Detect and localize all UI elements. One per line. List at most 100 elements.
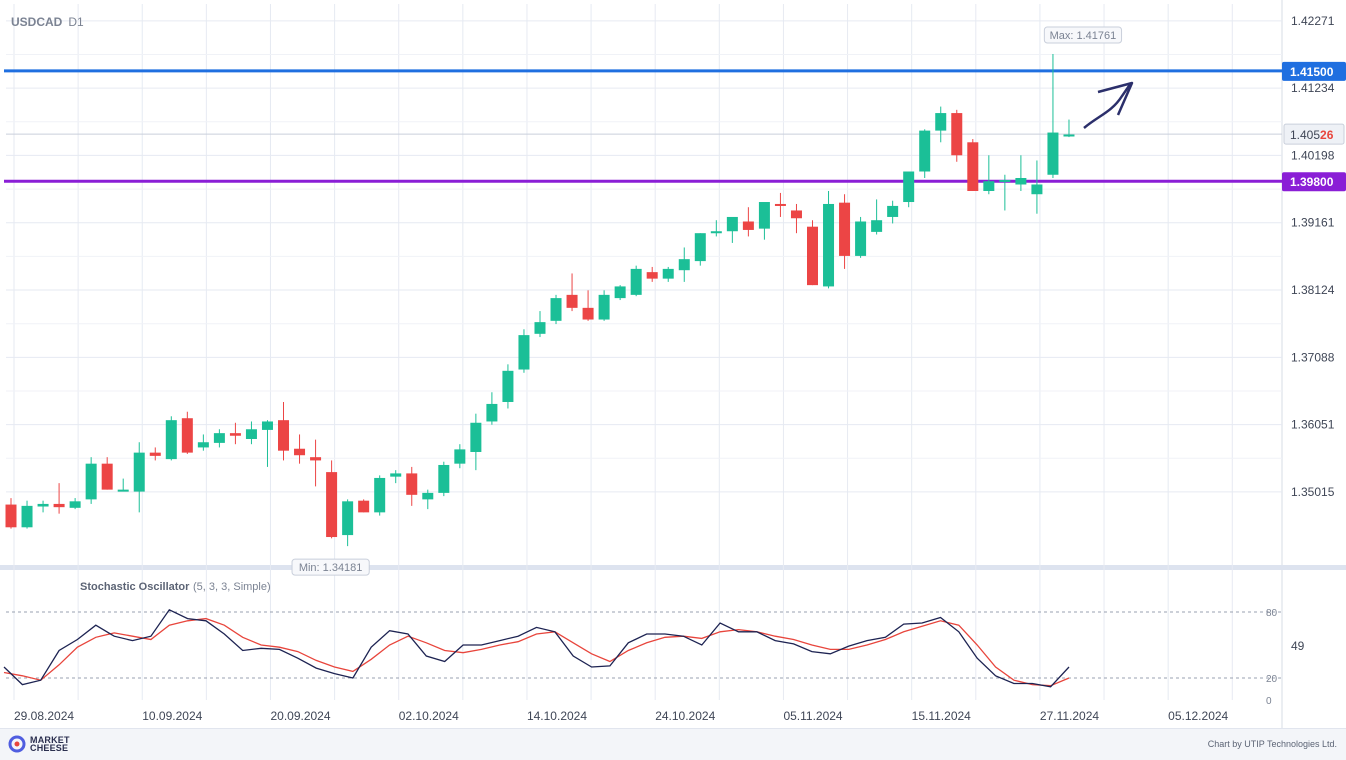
candle-body — [1031, 184, 1043, 195]
price-tick-label: 1.41234 — [1291, 81, 1335, 95]
candle-body — [149, 452, 161, 456]
stoch-tick-label: 49 — [1291, 639, 1305, 653]
candle-body — [742, 221, 754, 230]
candle-body — [374, 477, 386, 513]
candle-body — [774, 203, 786, 206]
symbol-name: USDCAD — [11, 15, 63, 29]
price-tick-label: 1.37088 — [1291, 350, 1335, 364]
candle-body — [245, 429, 257, 439]
stoch-params: (5, 3, 3, Simple) — [193, 581, 271, 593]
price-levels — [4, 69, 1282, 183]
symbol-label: USDCAD D1 — [11, 15, 84, 29]
candle-body — [614, 286, 626, 299]
candle-body — [694, 233, 706, 262]
candle-body — [1015, 177, 1027, 185]
candle-body — [1047, 132, 1059, 175]
candle-body — [5, 504, 17, 528]
candle-body — [790, 210, 802, 219]
candle-body — [133, 452, 145, 492]
candle-body — [807, 226, 818, 286]
candle-body — [678, 259, 690, 271]
stochastic-panel: Stochastic Oscillator (5, 3, 3, Simple) 80… — [3, 581, 1305, 707]
candle-body — [887, 205, 899, 217]
current-price-tag — [1283, 123, 1345, 145]
date-tick-label: 02.10.2024 — [399, 709, 459, 723]
level-tag-purple — [1282, 172, 1346, 192]
candle-body — [37, 503, 49, 507]
max-label-box — [1043, 26, 1123, 44]
candle-body — [85, 463, 97, 500]
level-tag-blue — [1282, 61, 1346, 81]
logo-icon — [8, 735, 26, 753]
candle-body — [406, 473, 418, 495]
stoch-tick-label: 0 — [1266, 696, 1272, 707]
candle-body — [919, 130, 931, 172]
trend-arrow-head — [1097, 81, 1134, 116]
candle-body — [726, 216, 738, 232]
candle-body — [871, 220, 883, 232]
brand-logo[interactable]: MARKET CHEESE — [8, 735, 70, 753]
price-tick-label: 1.35015 — [1291, 485, 1335, 499]
candle-body — [342, 501, 354, 536]
candle-body — [165, 420, 177, 460]
candle-body — [630, 268, 642, 295]
candle-body — [534, 322, 546, 334]
candlestick-series — [5, 53, 1075, 547]
candle-body — [967, 142, 979, 191]
min-label: Min: 1.34181 — [299, 562, 363, 574]
candle-body — [229, 433, 241, 436]
candle-body — [502, 370, 514, 402]
max-label: Max: 1.41761 — [1050, 30, 1117, 42]
date-tick-label: 05.12.2024 — [1168, 709, 1228, 723]
stoch-k-line — [3, 608, 1070, 688]
min-label-box — [291, 558, 370, 576]
current-price-label: 1.40526 — [1290, 128, 1334, 142]
level-tag-label: 1.39800 — [1290, 175, 1334, 189]
candle-body — [197, 442, 209, 448]
candle-body — [438, 464, 450, 493]
candle-body — [181, 418, 193, 453]
credit-text: Chart by UTIP Technologies Ltd. — [1207, 739, 1337, 749]
annotations: Max: 1.41761 Min: 1.34181 — [291, 26, 1134, 576]
candle-body — [422, 492, 434, 500]
logo-text: MARKET CHEESE — [30, 736, 70, 753]
logo-line-2: CHEESE — [30, 743, 69, 753]
candle-body — [326, 472, 338, 538]
candle-body — [21, 505, 33, 528]
candle-body — [839, 202, 851, 256]
candle-body — [662, 268, 674, 279]
date-tick-label: 15.11.2024 — [912, 709, 971, 723]
candle-body — [951, 113, 963, 156]
candle-body — [935, 113, 947, 131]
candle-body — [566, 294, 578, 308]
candle-body — [823, 203, 835, 287]
candle-body — [213, 433, 225, 443]
candle-body — [486, 403, 498, 422]
candle-body — [598, 294, 610, 320]
stoch-title: Stochastic Oscillator — [80, 581, 190, 593]
candle-body — [278, 420, 290, 451]
candle-body — [983, 181, 995, 191]
date-tick-label: 05.11.2024 — [783, 709, 842, 723]
candle-body — [855, 221, 867, 256]
candle-body — [358, 500, 370, 513]
panel-divider — [0, 565, 1346, 570]
candle-body — [470, 422, 482, 452]
level-tag-label: 1.41500 — [1290, 65, 1334, 79]
date-tick-label: 24.10.2024 — [655, 709, 715, 723]
price-tick-label: 1.36051 — [1291, 418, 1335, 432]
candle-body — [101, 463, 113, 490]
candle-body — [903, 171, 915, 203]
candle-body — [1063, 134, 1075, 137]
stoch-tick-label: 80 — [1266, 608, 1278, 619]
stoch-d-line — [3, 617, 1070, 687]
candle-body — [310, 457, 322, 461]
date-tick-label: 10.09.2024 — [142, 709, 202, 723]
candle-body — [69, 501, 81, 508]
price-tick-label: 1.42271 — [1291, 14, 1335, 28]
candle-body — [261, 421, 273, 430]
candle-body — [518, 335, 530, 370]
price-tick-label: 1.39161 — [1291, 216, 1335, 230]
trend-arrow — [1083, 82, 1133, 129]
